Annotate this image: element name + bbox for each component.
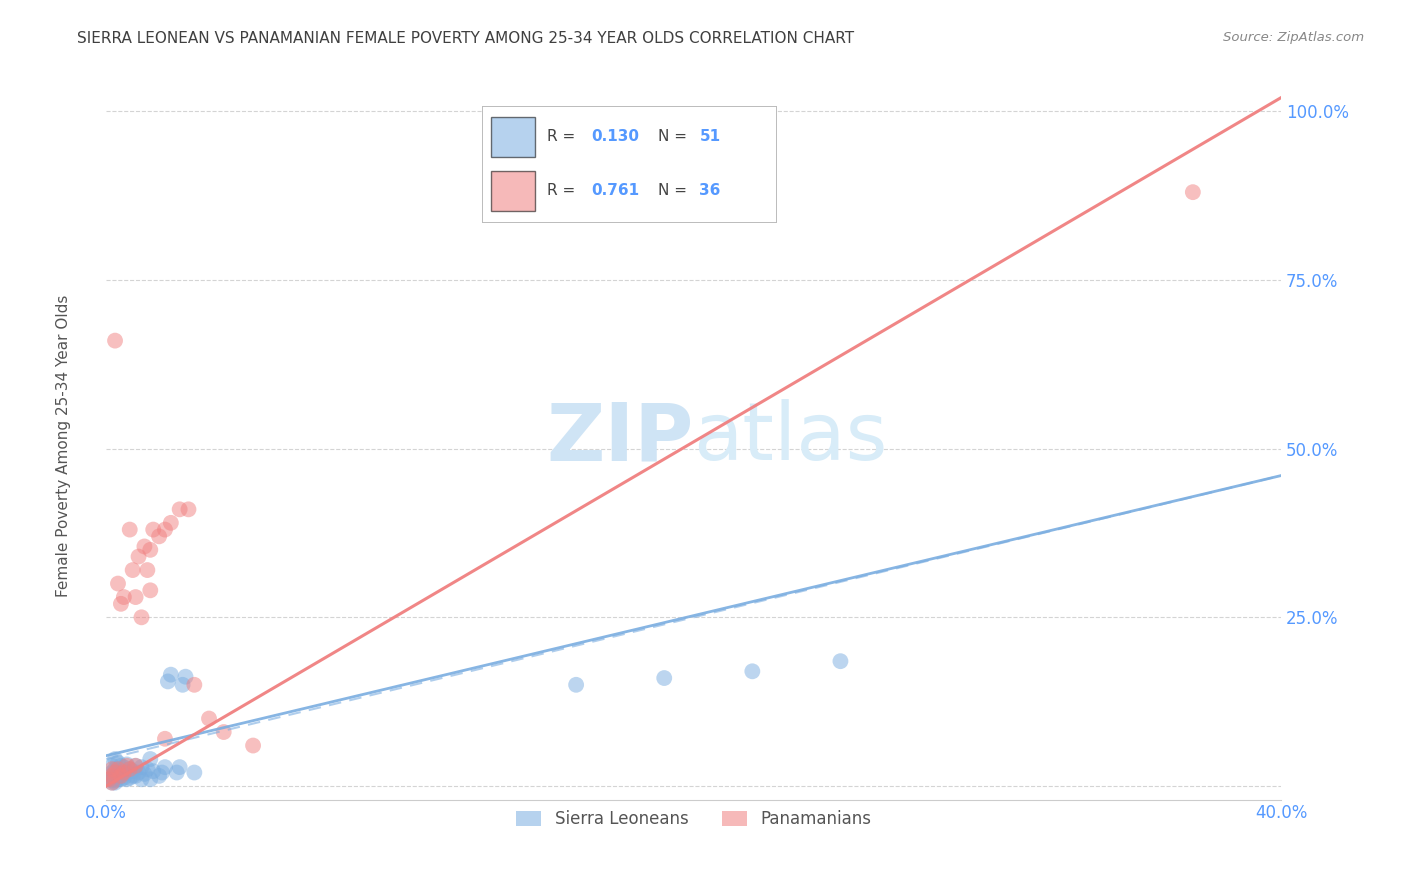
Point <box>741 665 763 679</box>
Point <box>118 762 141 776</box>
Point <box>112 771 135 785</box>
Point <box>107 762 129 776</box>
Point <box>124 590 146 604</box>
Point <box>139 772 162 787</box>
Point <box>115 758 138 772</box>
Point <box>121 563 143 577</box>
Point <box>104 762 127 776</box>
Point <box>153 731 176 746</box>
Point <box>139 752 162 766</box>
Point <box>115 772 138 787</box>
Point <box>172 678 194 692</box>
Point <box>110 767 132 781</box>
Point <box>98 772 121 787</box>
Point <box>101 765 124 780</box>
Point <box>107 756 129 770</box>
Point <box>104 769 127 783</box>
Point <box>156 674 179 689</box>
Point <box>148 529 170 543</box>
Point <box>110 769 132 783</box>
Point <box>183 678 205 692</box>
Point <box>131 760 153 774</box>
Point <box>104 773 127 788</box>
Text: Female Poverty Among 25-34 Year Olds: Female Poverty Among 25-34 Year Olds <box>56 295 70 597</box>
Point <box>115 757 138 772</box>
Point <box>153 523 176 537</box>
Point <box>110 772 132 787</box>
Point <box>148 769 170 783</box>
Point <box>104 765 127 780</box>
Point <box>101 771 124 785</box>
Text: Source: ZipAtlas.com: Source: ZipAtlas.com <box>1223 31 1364 45</box>
Point <box>101 775 124 789</box>
Point <box>128 549 150 564</box>
Point <box>101 773 124 788</box>
Point <box>124 758 146 772</box>
Point <box>136 563 159 577</box>
Point <box>160 667 183 681</box>
Point <box>183 765 205 780</box>
Point <box>110 758 132 772</box>
Point <box>160 516 183 530</box>
Point <box>101 775 124 789</box>
Point <box>110 597 132 611</box>
Point <box>134 540 156 554</box>
Point <box>104 775 127 789</box>
Point <box>118 762 141 776</box>
Point <box>124 758 146 772</box>
Point <box>153 760 176 774</box>
Point <box>177 502 200 516</box>
Text: SIERRA LEONEAN VS PANAMANIAN FEMALE POVERTY AMONG 25-34 YEAR OLDS CORRELATION CH: SIERRA LEONEAN VS PANAMANIAN FEMALE POVE… <box>77 31 855 46</box>
Point <box>131 610 153 624</box>
Point <box>104 334 127 348</box>
Point <box>121 764 143 779</box>
Point <box>136 762 159 776</box>
Point <box>174 670 197 684</box>
Point <box>104 752 127 766</box>
Point <box>242 739 264 753</box>
Point <box>652 671 675 685</box>
Point <box>101 769 124 783</box>
Point <box>104 765 127 780</box>
Point <box>118 771 141 785</box>
Point <box>101 758 124 772</box>
Point <box>128 765 150 780</box>
Point <box>101 762 124 776</box>
Point <box>98 772 121 787</box>
Point <box>830 654 852 668</box>
Point <box>112 760 135 774</box>
Point <box>565 678 588 692</box>
Point <box>139 583 162 598</box>
Point <box>107 576 129 591</box>
Point <box>121 769 143 783</box>
Point <box>131 772 153 787</box>
Point <box>107 772 129 787</box>
Point <box>115 765 138 780</box>
Point <box>142 764 165 779</box>
Point <box>124 769 146 783</box>
Text: atlas: atlas <box>693 400 889 477</box>
Legend: Sierra Leoneans, Panamanians: Sierra Leoneans, Panamanians <box>509 803 877 835</box>
Point <box>150 765 173 780</box>
Text: ZIP: ZIP <box>547 400 693 477</box>
Point <box>198 712 221 726</box>
Point <box>118 523 141 537</box>
Point <box>107 765 129 780</box>
Point <box>142 523 165 537</box>
Point <box>169 760 191 774</box>
Point <box>134 767 156 781</box>
Point <box>169 502 191 516</box>
Point <box>1181 185 1204 199</box>
Point <box>112 765 135 780</box>
Point <box>139 542 162 557</box>
Point <box>112 590 135 604</box>
Point <box>166 765 188 780</box>
Point <box>212 725 235 739</box>
